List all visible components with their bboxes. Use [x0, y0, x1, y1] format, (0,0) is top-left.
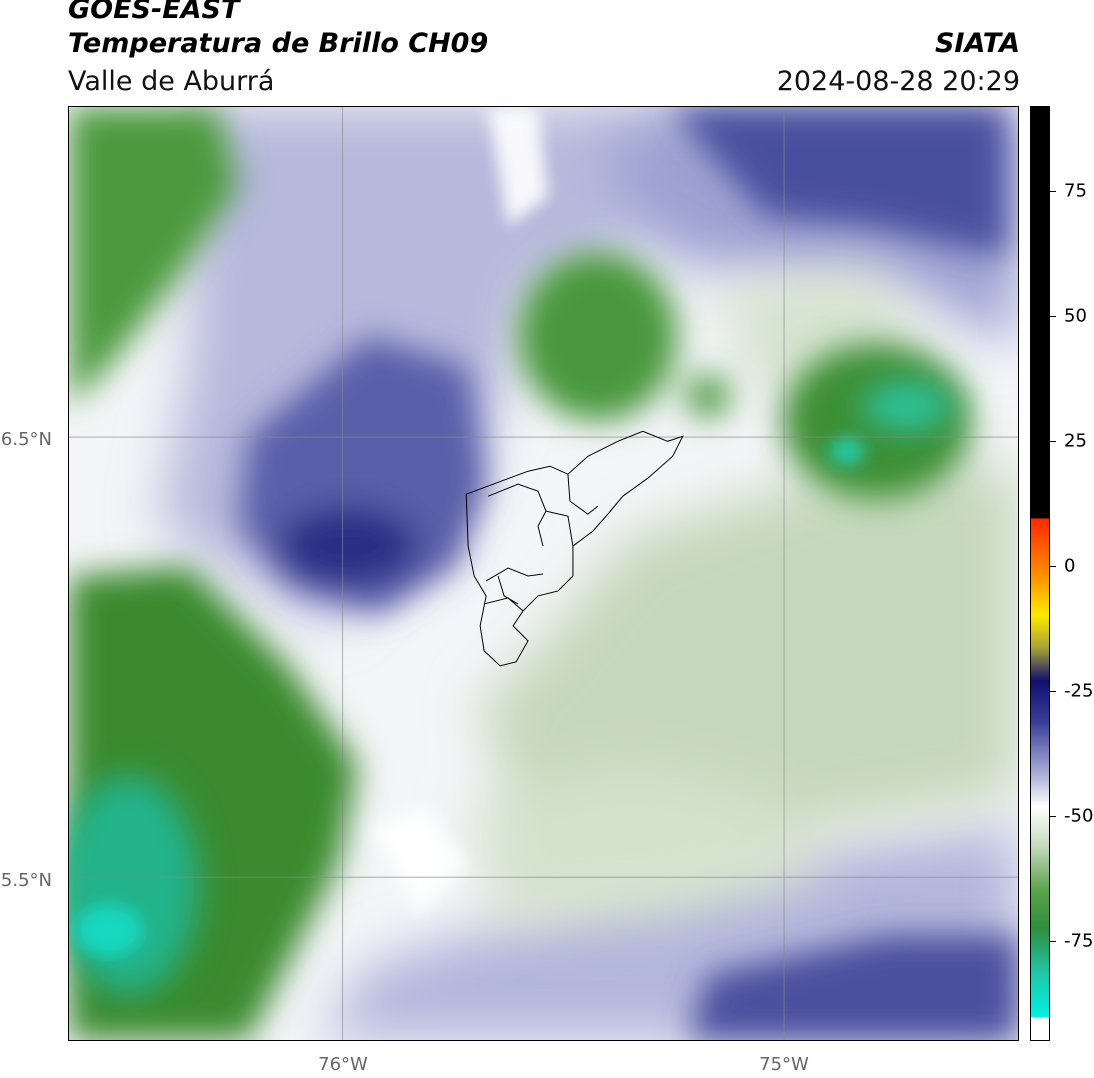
satellite-title: GOES-EAST	[68, 0, 240, 25]
brightness-temperature-map	[69, 107, 1018, 1040]
lat-label-6-5: 6.5°N	[0, 429, 52, 450]
region-label: Valle de Aburrá	[68, 66, 275, 97]
colorbar-tick-label: 50	[1064, 305, 1087, 327]
graticule	[69, 107, 1018, 1040]
municipal-boundaries	[465, 430, 684, 667]
colorbar-tick	[1050, 191, 1056, 192]
colorbar-tick	[1050, 941, 1056, 942]
lon-label-75w: 75°W	[759, 1054, 809, 1075]
colorbar-tick-label: -50	[1064, 805, 1094, 827]
colorbar-tick	[1050, 566, 1056, 567]
colorbar-tick-label: 75	[1064, 180, 1087, 202]
colorbar-tick	[1050, 441, 1056, 442]
colorbar	[1030, 106, 1050, 1041]
colorbar-tick-label: 25	[1064, 430, 1087, 452]
lon-label-76w: 76°W	[318, 1054, 368, 1075]
colorbar-gradient	[1031, 107, 1049, 1040]
brand-label: SIATA	[934, 28, 1020, 59]
colorbar-tick-label: 0	[1064, 555, 1076, 577]
colorbar-tick	[1050, 316, 1056, 317]
colorbar-tick	[1050, 816, 1056, 817]
lat-label-5-5: 5.5°N	[0, 870, 52, 891]
map-panel[interactable]	[68, 106, 1019, 1041]
colorbar-tick	[1050, 691, 1056, 692]
colorbar-tick-label: -25	[1064, 680, 1094, 702]
timestamp-label: 2024-08-28 20:29	[776, 66, 1020, 97]
product-title: Temperatura de Brillo CH09	[68, 28, 489, 59]
colorbar-tick-label: -75	[1064, 930, 1094, 952]
